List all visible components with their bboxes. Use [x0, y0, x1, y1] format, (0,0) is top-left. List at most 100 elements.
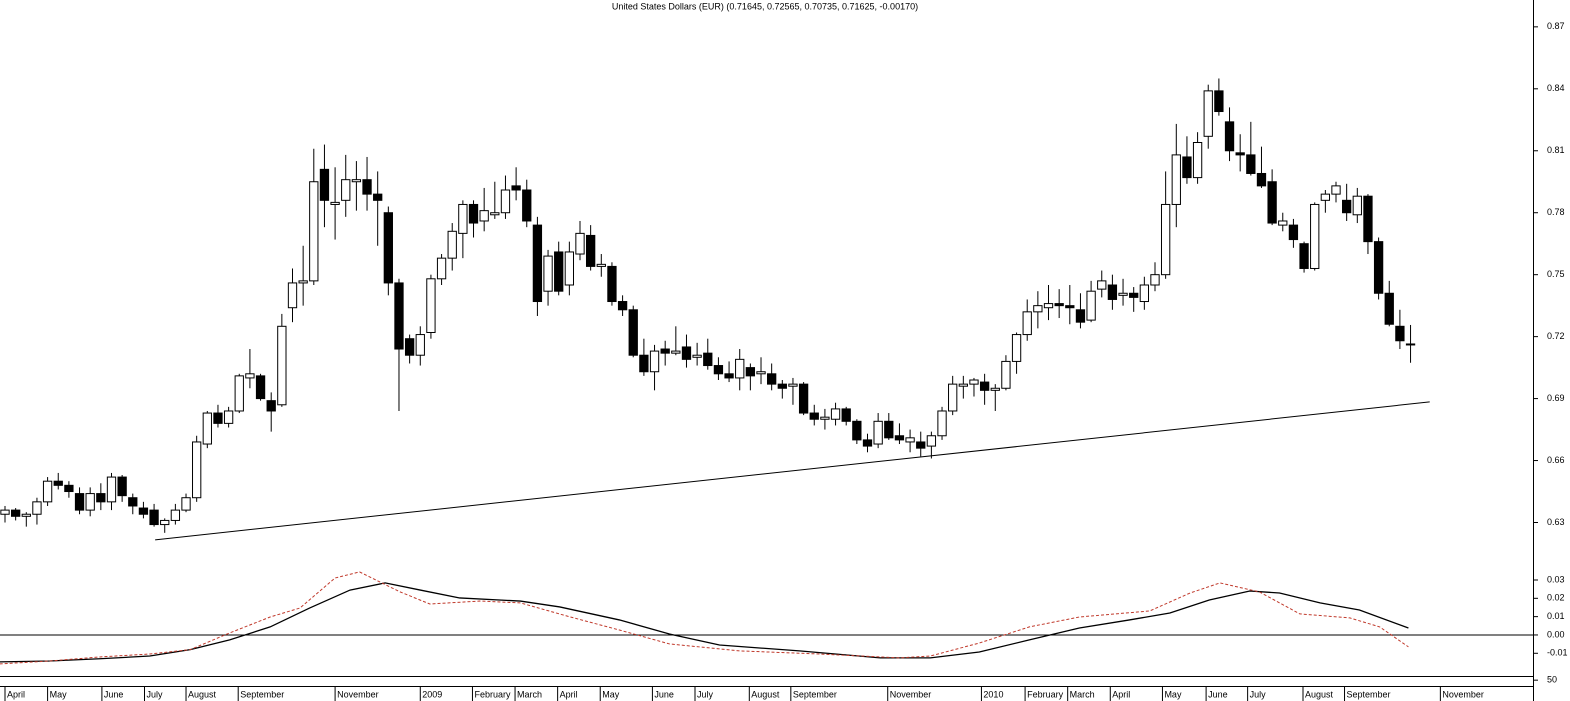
candle-body: [724, 373, 734, 379]
candle-body: [213, 412, 223, 424]
candle-body: [830, 408, 841, 420]
candle-body: [490, 212, 500, 216]
candle-body: [1171, 154, 1181, 205]
y-tick-label: 0.84: [1547, 83, 1565, 93]
candle-body: [649, 350, 660, 373]
candle-body: [607, 265, 617, 303]
x-tick-label: September: [240, 689, 284, 699]
candle-body: [106, 476, 117, 503]
candle-body: [1310, 203, 1320, 269]
candle-body: [192, 441, 202, 499]
candle-body: [522, 189, 532, 222]
candle-body: [394, 282, 404, 350]
candle-body: [128, 497, 138, 507]
x-tick-label: May: [50, 689, 68, 699]
candle-body: [1331, 185, 1341, 195]
x-tick-label: May: [1164, 689, 1182, 699]
candle-body: [351, 179, 362, 183]
candle-body: [735, 358, 745, 379]
candle-body: [884, 420, 894, 439]
candle-body: [415, 334, 425, 356]
candle-body: [873, 420, 883, 445]
candle-body: [958, 383, 968, 387]
candle-body: [1224, 121, 1235, 152]
candle-body: [1235, 152, 1245, 156]
candle-body: [745, 367, 756, 377]
candle-body: [1011, 334, 1022, 362]
candle-body: [160, 519, 170, 526]
candle-body: [149, 509, 159, 526]
y-tick-label: 0.69: [1547, 393, 1565, 403]
candle-body: [1299, 243, 1309, 269]
x-tick-label: June: [1208, 689, 1228, 699]
y-tick-label: 0.72: [1547, 331, 1565, 341]
candle-body: [937, 410, 947, 437]
candle-body: [1022, 311, 1032, 336]
y-tick-label: 0.81: [1547, 145, 1565, 155]
candle-body: [42, 480, 53, 503]
candle-body: [1246, 154, 1256, 174]
x-tick-label: August: [751, 689, 780, 699]
candle-body: [1118, 292, 1128, 296]
candle-body: [64, 484, 74, 493]
candle-body: [926, 435, 937, 447]
candle-body: [969, 379, 979, 385]
y-tick-label: 0.63: [1547, 517, 1565, 527]
x-tick-label: November: [1442, 689, 1484, 699]
candle-body: [990, 387, 1000, 391]
x-tick-label: June: [104, 689, 124, 699]
candle-body: [447, 230, 457, 259]
x-tick-label: February: [1027, 689, 1064, 699]
x-tick-label: July: [697, 689, 714, 699]
candle-body: [1192, 142, 1203, 179]
macd-line: [0, 571, 1409, 665]
x-tick-label: September: [1347, 689, 1391, 699]
candle-body: [948, 383, 958, 412]
candle-body: [500, 189, 511, 214]
x-tick-label: November: [890, 689, 932, 699]
candle-body: [21, 513, 31, 517]
candle-body: [1182, 156, 1192, 179]
candle-body: [53, 480, 63, 486]
x-tick-label: March: [517, 689, 542, 699]
candle-body: [1001, 360, 1011, 389]
candle-body: [479, 210, 489, 222]
candle-body: [1395, 325, 1405, 342]
candle-body: [798, 383, 809, 414]
y-tick-label: 0.66: [1547, 455, 1565, 465]
candle-body: [1107, 284, 1118, 300]
candle-body: [1384, 292, 1394, 325]
candle-body: [1065, 305, 1075, 309]
candle-body: [671, 350, 681, 354]
candle-body: [543, 255, 553, 292]
candle-body: [1139, 284, 1149, 303]
x-tick-label: 2010: [983, 689, 1003, 699]
candle-body: [820, 416, 830, 420]
candle-body: [1203, 90, 1213, 137]
trend-line: [155, 401, 1430, 541]
candle-body: [554, 251, 564, 292]
candle-body: [1288, 224, 1299, 241]
x-tick-label: March: [1070, 689, 1095, 699]
candle-body: [841, 408, 851, 422]
candle-body: [905, 437, 915, 443]
y-tick-label: 0.01: [1547, 611, 1565, 621]
candle-body: [181, 497, 191, 511]
y-tick-label: -0.01: [1547, 648, 1568, 658]
candle-body: [617, 301, 628, 311]
x-tick-label: February: [474, 689, 511, 699]
candle-body: [692, 354, 702, 358]
candle-body: [330, 201, 340, 205]
candle-body: [138, 507, 149, 515]
y-tick-label: 50: [1547, 675, 1557, 685]
candle-body: [1214, 90, 1224, 113]
candle-body: [852, 420, 862, 441]
y-tick-label: 0.87: [1547, 21, 1565, 31]
candle-body: [1086, 290, 1096, 321]
candle-body: [511, 185, 521, 191]
candle-body: [404, 338, 415, 356]
y-tick-label: 0.00: [1547, 629, 1565, 639]
y-tick-label: 0.78: [1547, 207, 1565, 217]
candle-body: [1150, 274, 1160, 286]
